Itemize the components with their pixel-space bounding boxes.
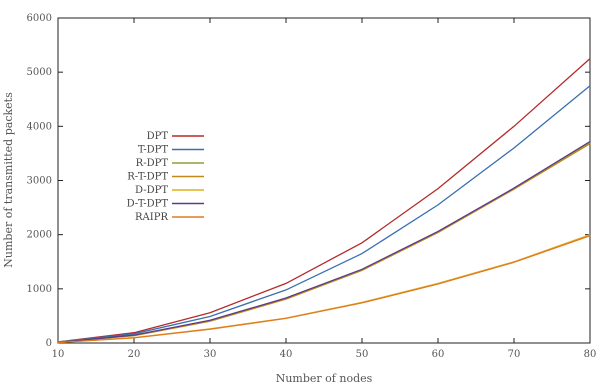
y-tick-label: 5000 bbox=[27, 67, 52, 78]
legend-label: D-DPT bbox=[135, 185, 168, 196]
series-line-raipr bbox=[58, 236, 590, 343]
y-tick-label: 2000 bbox=[27, 230, 52, 241]
x-tick-label: 10 bbox=[52, 349, 65, 360]
y-tick-label: 6000 bbox=[27, 13, 52, 24]
series-line-d-dpt bbox=[58, 235, 590, 343]
x-tick-label: 20 bbox=[128, 349, 141, 360]
x-tick-label: 80 bbox=[584, 349, 597, 360]
x-tick-label: 40 bbox=[280, 349, 293, 360]
y-tick-label: 0 bbox=[46, 338, 52, 349]
x-tick-label: 70 bbox=[508, 349, 521, 360]
legend-label: DPT bbox=[147, 131, 169, 142]
y-axis-ticks: 0 1000 2000 3000 4000 5000 6000 bbox=[27, 13, 590, 349]
legend-label: R-DPT bbox=[136, 158, 169, 169]
x-tick-label: 60 bbox=[432, 349, 445, 360]
y-axis-label: Number of transmitted packets bbox=[2, 92, 15, 268]
x-tick-label: 30 bbox=[204, 349, 217, 360]
y-tick-label: 1000 bbox=[27, 284, 52, 295]
y-tick-label: 4000 bbox=[27, 121, 52, 132]
x-tick-label: 50 bbox=[356, 349, 369, 360]
legend: DPT T-DPT R-DPT R-T-DPT D-DPT D-T-DPT RAIPR bbox=[127, 131, 204, 223]
legend-label: R-T-DPT bbox=[127, 172, 168, 183]
legend-label: D-T-DPT bbox=[127, 199, 169, 210]
legend-label: T-DPT bbox=[138, 145, 169, 156]
y-tick-label: 3000 bbox=[27, 176, 52, 187]
legend-label: RAIPR bbox=[135, 212, 168, 223]
x-axis-label: Number of nodes bbox=[276, 372, 373, 385]
